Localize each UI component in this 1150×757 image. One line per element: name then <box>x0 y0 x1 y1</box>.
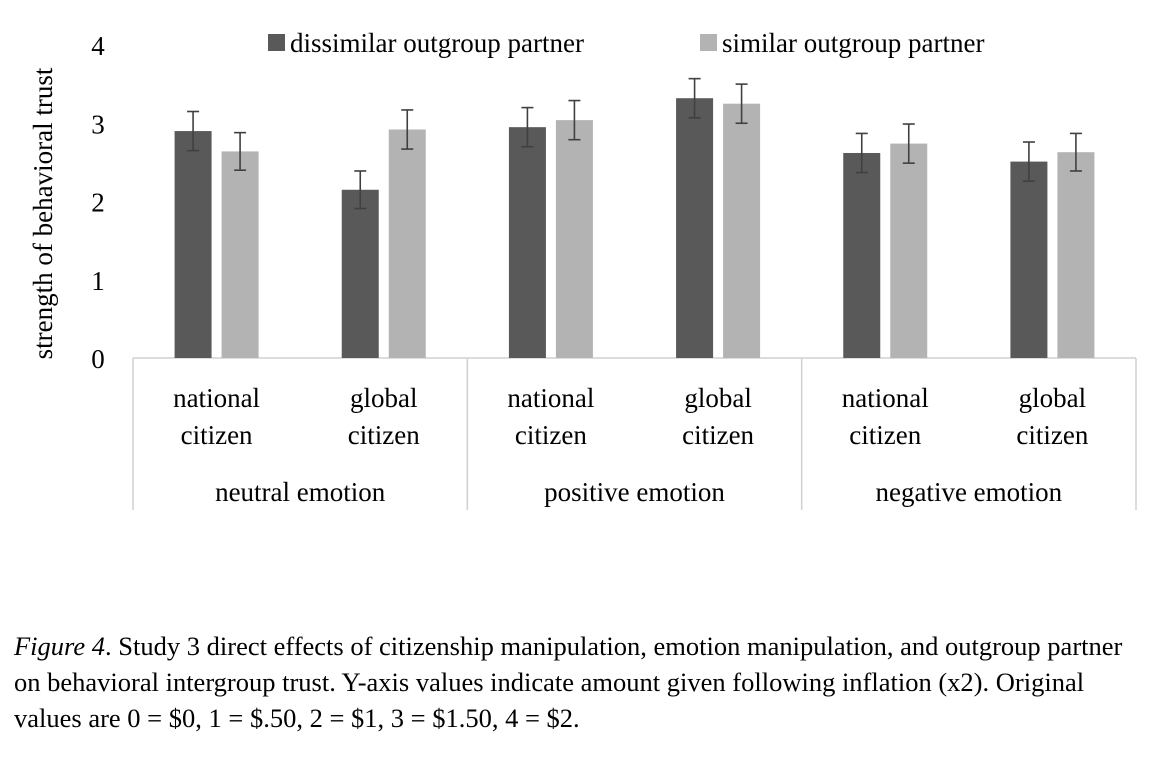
bar-similar <box>221 151 259 358</box>
category-label-line2: citizen <box>348 420 420 450</box>
category-label-line1: global <box>350 383 418 413</box>
bar-dissimilar <box>174 131 212 358</box>
figure-label: Figure 4 <box>14 631 106 661</box>
bar-similar <box>555 120 593 359</box>
group-label: negative emotion <box>875 477 1062 507</box>
category-label-line1: global <box>1019 383 1087 413</box>
caption-text: . Study 3 direct effects of citizenship … <box>14 631 1123 733</box>
legend-label: similar outgroup partner <box>722 28 984 58</box>
category-label-line2: citizen <box>181 420 253 450</box>
category-label-line2: citizen <box>849 420 921 450</box>
figure-caption: Figure 4. Study 3 direct effects of citi… <box>14 628 1144 736</box>
bar-dissimilar <box>1010 161 1048 358</box>
y-tick-label: 0 <box>91 344 105 374</box>
bar-similar <box>1057 152 1095 358</box>
bar-dissimilar <box>843 152 881 358</box>
legend-label: dissimilar outgroup partner <box>290 28 584 58</box>
group-label: positive emotion <box>544 477 725 507</box>
bar-chart: strength of behavioral trust 0 1 2 3 4 nationa… <box>28 28 1137 510</box>
legend-swatch <box>268 34 285 51</box>
y-tick-label: 2 <box>91 188 105 218</box>
category-label-line1: global <box>684 383 752 413</box>
y-tick-label: 3 <box>91 109 105 139</box>
y-axis-label: strength of behavioral trust <box>28 67 58 359</box>
y-tick-label: 4 <box>91 31 105 61</box>
category-label-line2: citizen <box>1016 420 1088 450</box>
category-label-line2: citizen <box>515 420 587 450</box>
category-label-line2: citizen <box>682 420 754 450</box>
bar-dissimilar <box>341 189 379 358</box>
bar-similar <box>890 143 928 358</box>
group-label: neutral emotion <box>215 477 386 507</box>
y-tick-label: 1 <box>91 266 105 296</box>
category-label-line1: national <box>507 383 594 413</box>
bar-similar <box>723 103 761 358</box>
category-label-line1: national <box>842 383 929 413</box>
bar-similar <box>388 129 426 358</box>
category-label-line1: national <box>173 383 260 413</box>
bar-dissimilar <box>508 127 546 358</box>
legend-swatch <box>700 34 717 51</box>
bar-dissimilar <box>676 98 714 359</box>
